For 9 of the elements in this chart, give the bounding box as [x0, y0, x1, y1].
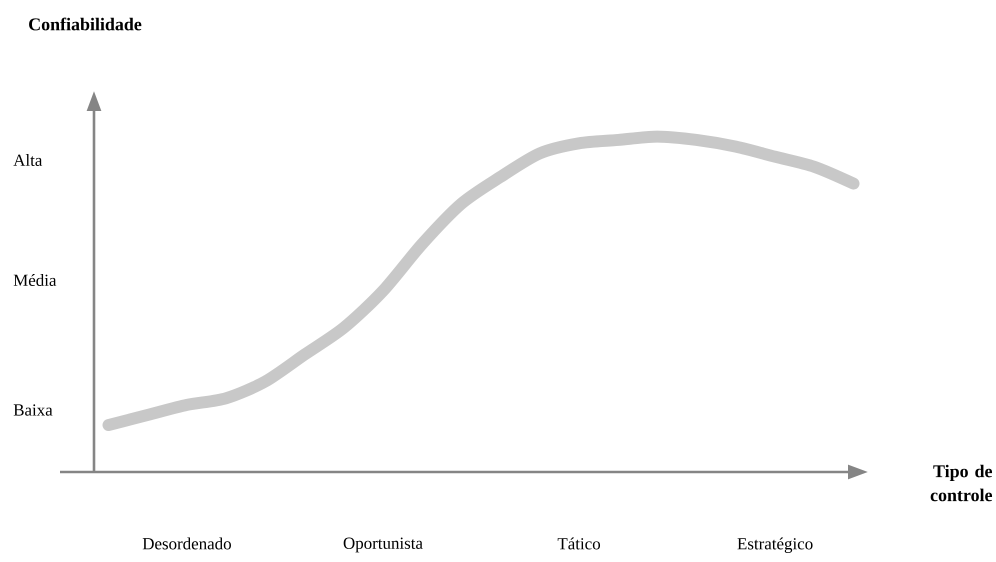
x-axis-title: Tipo de controle: [930, 464, 992, 502]
x-tick-label: Desordenado: [142, 538, 231, 550]
text: Média: [14, 274, 56, 286]
text: Baixa: [14, 404, 52, 416]
text: Confiabilidade: [29, 18, 142, 30]
text: Alta: [13, 154, 42, 166]
x-tick-label: Tático: [558, 538, 600, 550]
x-tick-label: Oportunista: [344, 538, 423, 552]
x-tick-label: Estratégico: [737, 538, 813, 553]
